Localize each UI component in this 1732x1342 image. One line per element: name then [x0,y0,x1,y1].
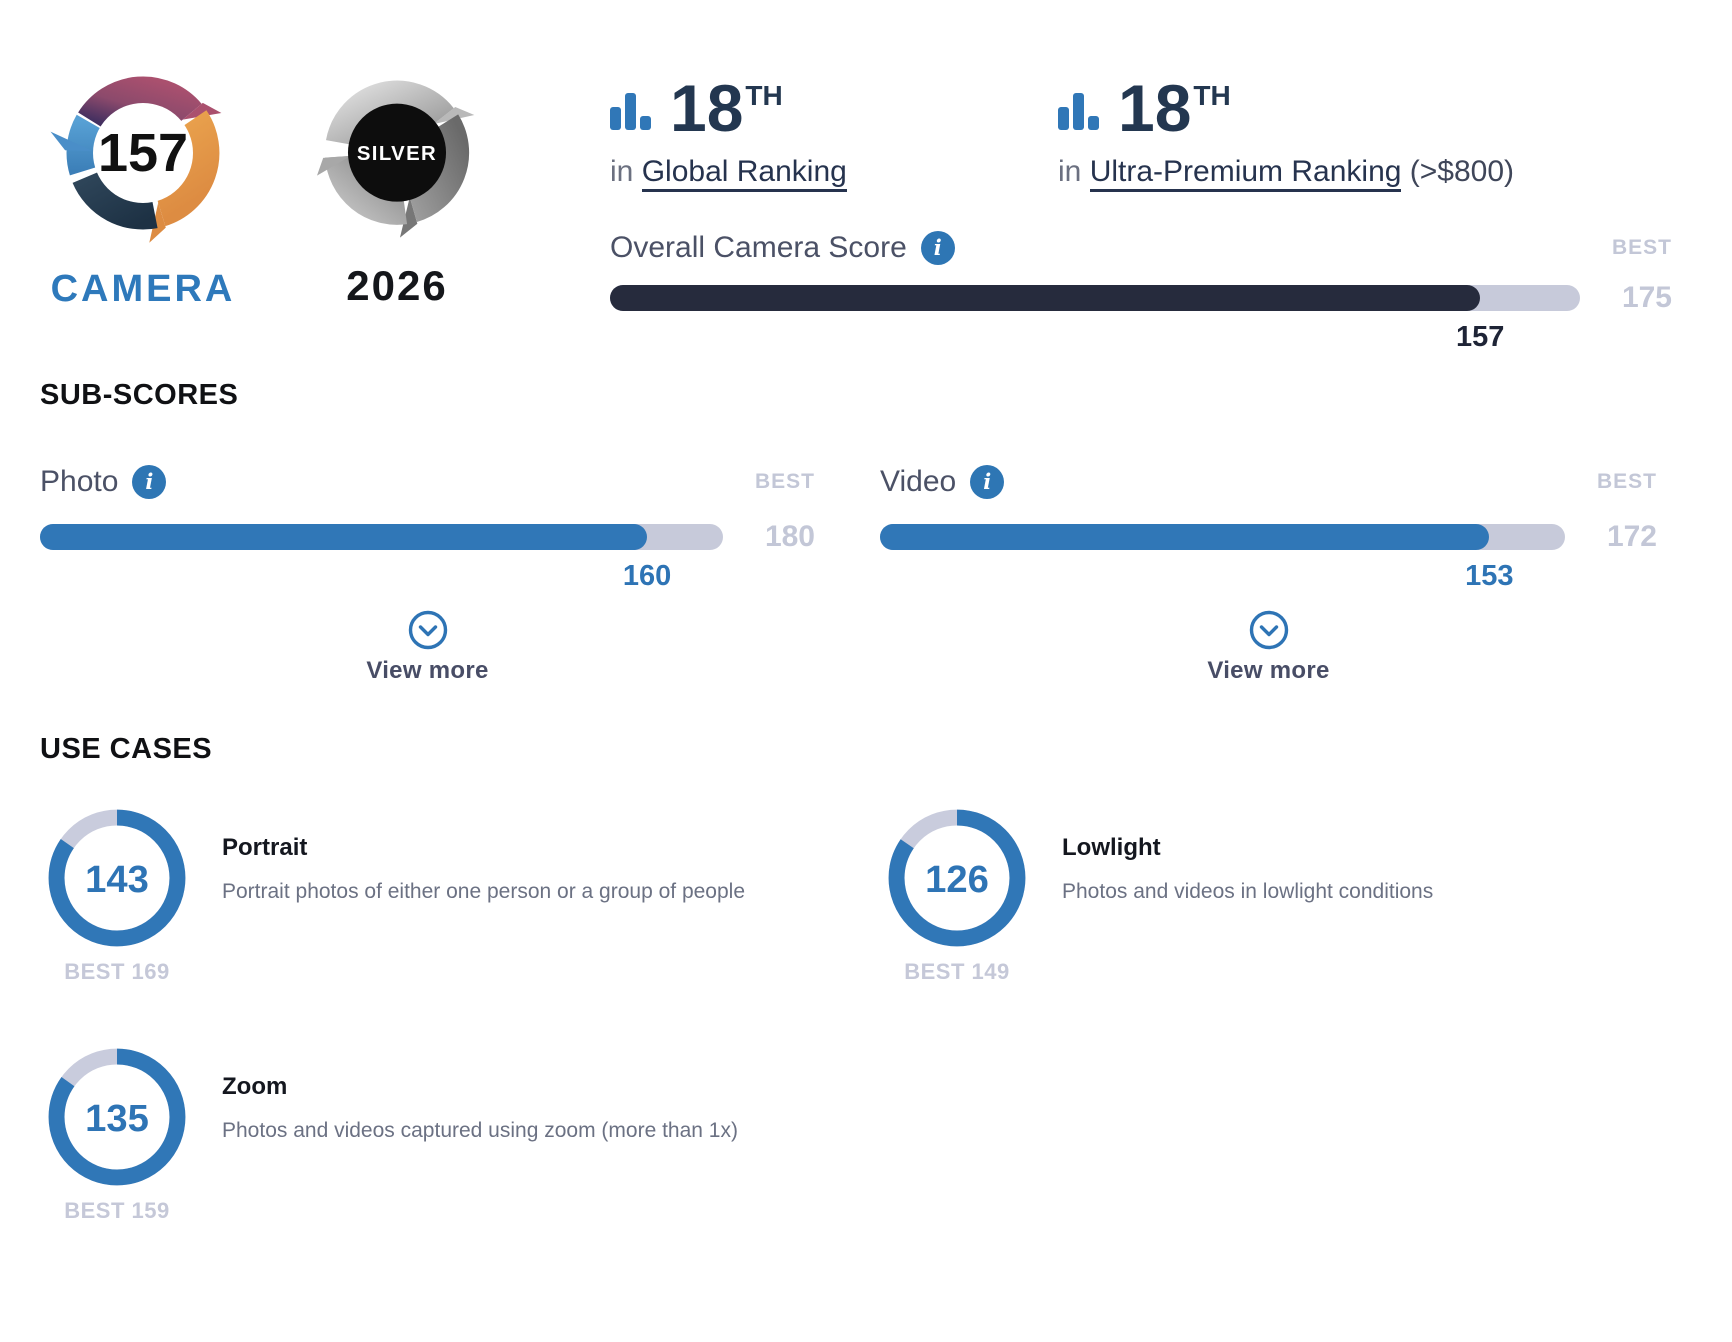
zoom-best-label: BEST 159 [64,1197,170,1223]
view-more-label: View more [1207,656,1330,684]
overall-score-section: Overall Camera Score i BEST 157 175 [610,230,1672,361]
global-ranking-block: 18TH in Global Ranking [610,75,1058,192]
overall-score-value: 157 [1456,320,1505,353]
donut-gauge-icon: 126 [888,809,1026,947]
photo-best-value: 180 [764,519,815,553]
video-score-track: 153 [880,523,1565,592]
global-ranking-value: 18TH [610,75,1058,141]
bar-chart-icon [1058,92,1099,130]
portrait-title: Portrait [222,833,308,861]
usecases-grid: 143 BEST 169 Portrait Portrait photos of… [40,808,1692,1224]
ultra-premium-ranking-link[interactable]: Ultra-Premium Ranking [1089,154,1402,192]
video-score-bar-row: 153 172 [880,519,1657,592]
award-year: 2026 [346,262,448,309]
ranking-prefix: in [1058,154,1082,188]
overall-best-value: 175 [1621,280,1672,314]
ultra-premium-rank-suffix: TH [1193,80,1231,111]
lowlight-description: Photos and videos in lowlight conditions [1062,879,1434,903]
donut-gauge-icon: 135 [48,1048,186,1186]
video-score-fill [880,523,1490,550]
zoom-text-block: Zoom Photos and videos captured using zo… [222,1047,738,1147]
zoom-gauge-value: 135 [85,1097,149,1140]
global-rank-number: 18 [670,71,744,145]
lowlight-text-block: Lowlight Photos and videos in lowlight c… [1062,808,1433,908]
best-caption: BEST [754,469,815,493]
video-view-more-button[interactable]: View more [1189,610,1349,685]
chevron-down-icon [408,610,447,649]
view-more-label: View more [366,656,489,684]
ranking-prefix: in [610,154,634,188]
lowlight-gauge: 126 BEST 149 [884,808,1030,985]
score-logo-value: 157 [98,123,188,183]
hero-section: 157 CAMERA [40,28,1692,361]
silver-medal-icon: SILVER [316,80,475,238]
video-score-value: 153 [1465,559,1514,592]
portrait-description: Portrait photos of either one person or … [222,879,746,903]
usecase-lowlight: 126 BEST 149 Lowlight Photos and videos … [880,808,1657,985]
info-icon[interactable]: i [920,230,955,265]
bar-chart-icon [610,92,651,130]
usecase-zoom: 135 BEST 159 Zoom Photos and videos capt… [40,1047,815,1224]
donut-gauge-icon: 143 [48,809,186,947]
lowlight-gauge-value: 126 [925,858,989,901]
chevron-down-icon [1249,610,1288,649]
score-logo-icon: 157 [50,76,222,243]
overall-score-label: Overall Camera Score [610,230,907,264]
award-badge: SILVER 2026 [302,62,492,310]
best-caption: BEST [1611,235,1672,259]
photo-score-bar-row: 160 180 [40,519,815,592]
price-segment-note: (>$800) [1409,154,1515,188]
portrait-text-block: Portrait Portrait photos of either one p… [222,808,745,908]
hero-main: 18TH in Global Ranking [610,28,1672,361]
ultra-premium-ranking-caption: in Ultra-Premium Ranking (>$800) [1058,154,1515,192]
info-icon[interactable]: i [970,464,1005,499]
info-icon[interactable]: i [132,464,167,499]
portrait-best-label: BEST 169 [64,958,170,984]
camera-score-logo: 157 CAMERA [40,55,246,311]
ultra-premium-ranking-value: 18TH [1058,75,1514,141]
overall-score-track: 157 [610,284,1580,353]
usecase-portrait: 143 BEST 169 Portrait Portrait photos of… [40,808,815,985]
lowlight-title: Lowlight [1062,833,1161,861]
overall-score-fill [610,284,1481,311]
subscores-row: Photo i BEST 160 180 View more [40,460,1692,685]
global-ranking-link[interactable]: Global Ranking [641,154,847,192]
zoom-description: Photos and videos captured using zoom (m… [222,1118,738,1142]
best-caption: BEST [1596,469,1657,493]
portrait-gauge: 143 BEST 169 [44,808,190,985]
portrait-gauge-value: 143 [85,858,149,901]
photo-score-value: 160 [622,559,672,592]
ultra-premium-ranking-block: 18TH in Ultra-Premium Ranking (>$800) [1058,75,1515,192]
subscores-heading: SUB-SCORES [40,378,239,411]
lowlight-best-label: BEST 149 [904,958,1010,984]
award-badge-label: SILVER [357,143,437,165]
photo-label: Photo [40,464,119,498]
global-rank-suffix: TH [745,80,783,111]
zoom-gauge: 135 BEST 159 [44,1047,190,1224]
camera-wordmark: CAMERA [50,268,236,310]
overall-score-bar-row: 157 175 [610,280,1672,353]
photo-subscore: Photo i BEST 160 180 View more [40,460,815,685]
video-best-value: 172 [1606,519,1657,553]
video-label: Video [880,464,957,498]
photo-score-track: 160 [40,523,723,592]
usecases-heading: USE CASES [40,732,213,765]
global-ranking-caption: in Global Ranking [610,154,1058,192]
zoom-title: Zoom [222,1072,288,1100]
rankings-row: 18TH in Global Ranking [610,75,1672,192]
video-subscore: Video i BEST 153 172 View more [880,460,1657,685]
photo-view-more-button[interactable]: View more [348,610,508,685]
ultra-premium-rank-number: 18 [1118,71,1192,145]
photo-score-fill [40,523,648,550]
